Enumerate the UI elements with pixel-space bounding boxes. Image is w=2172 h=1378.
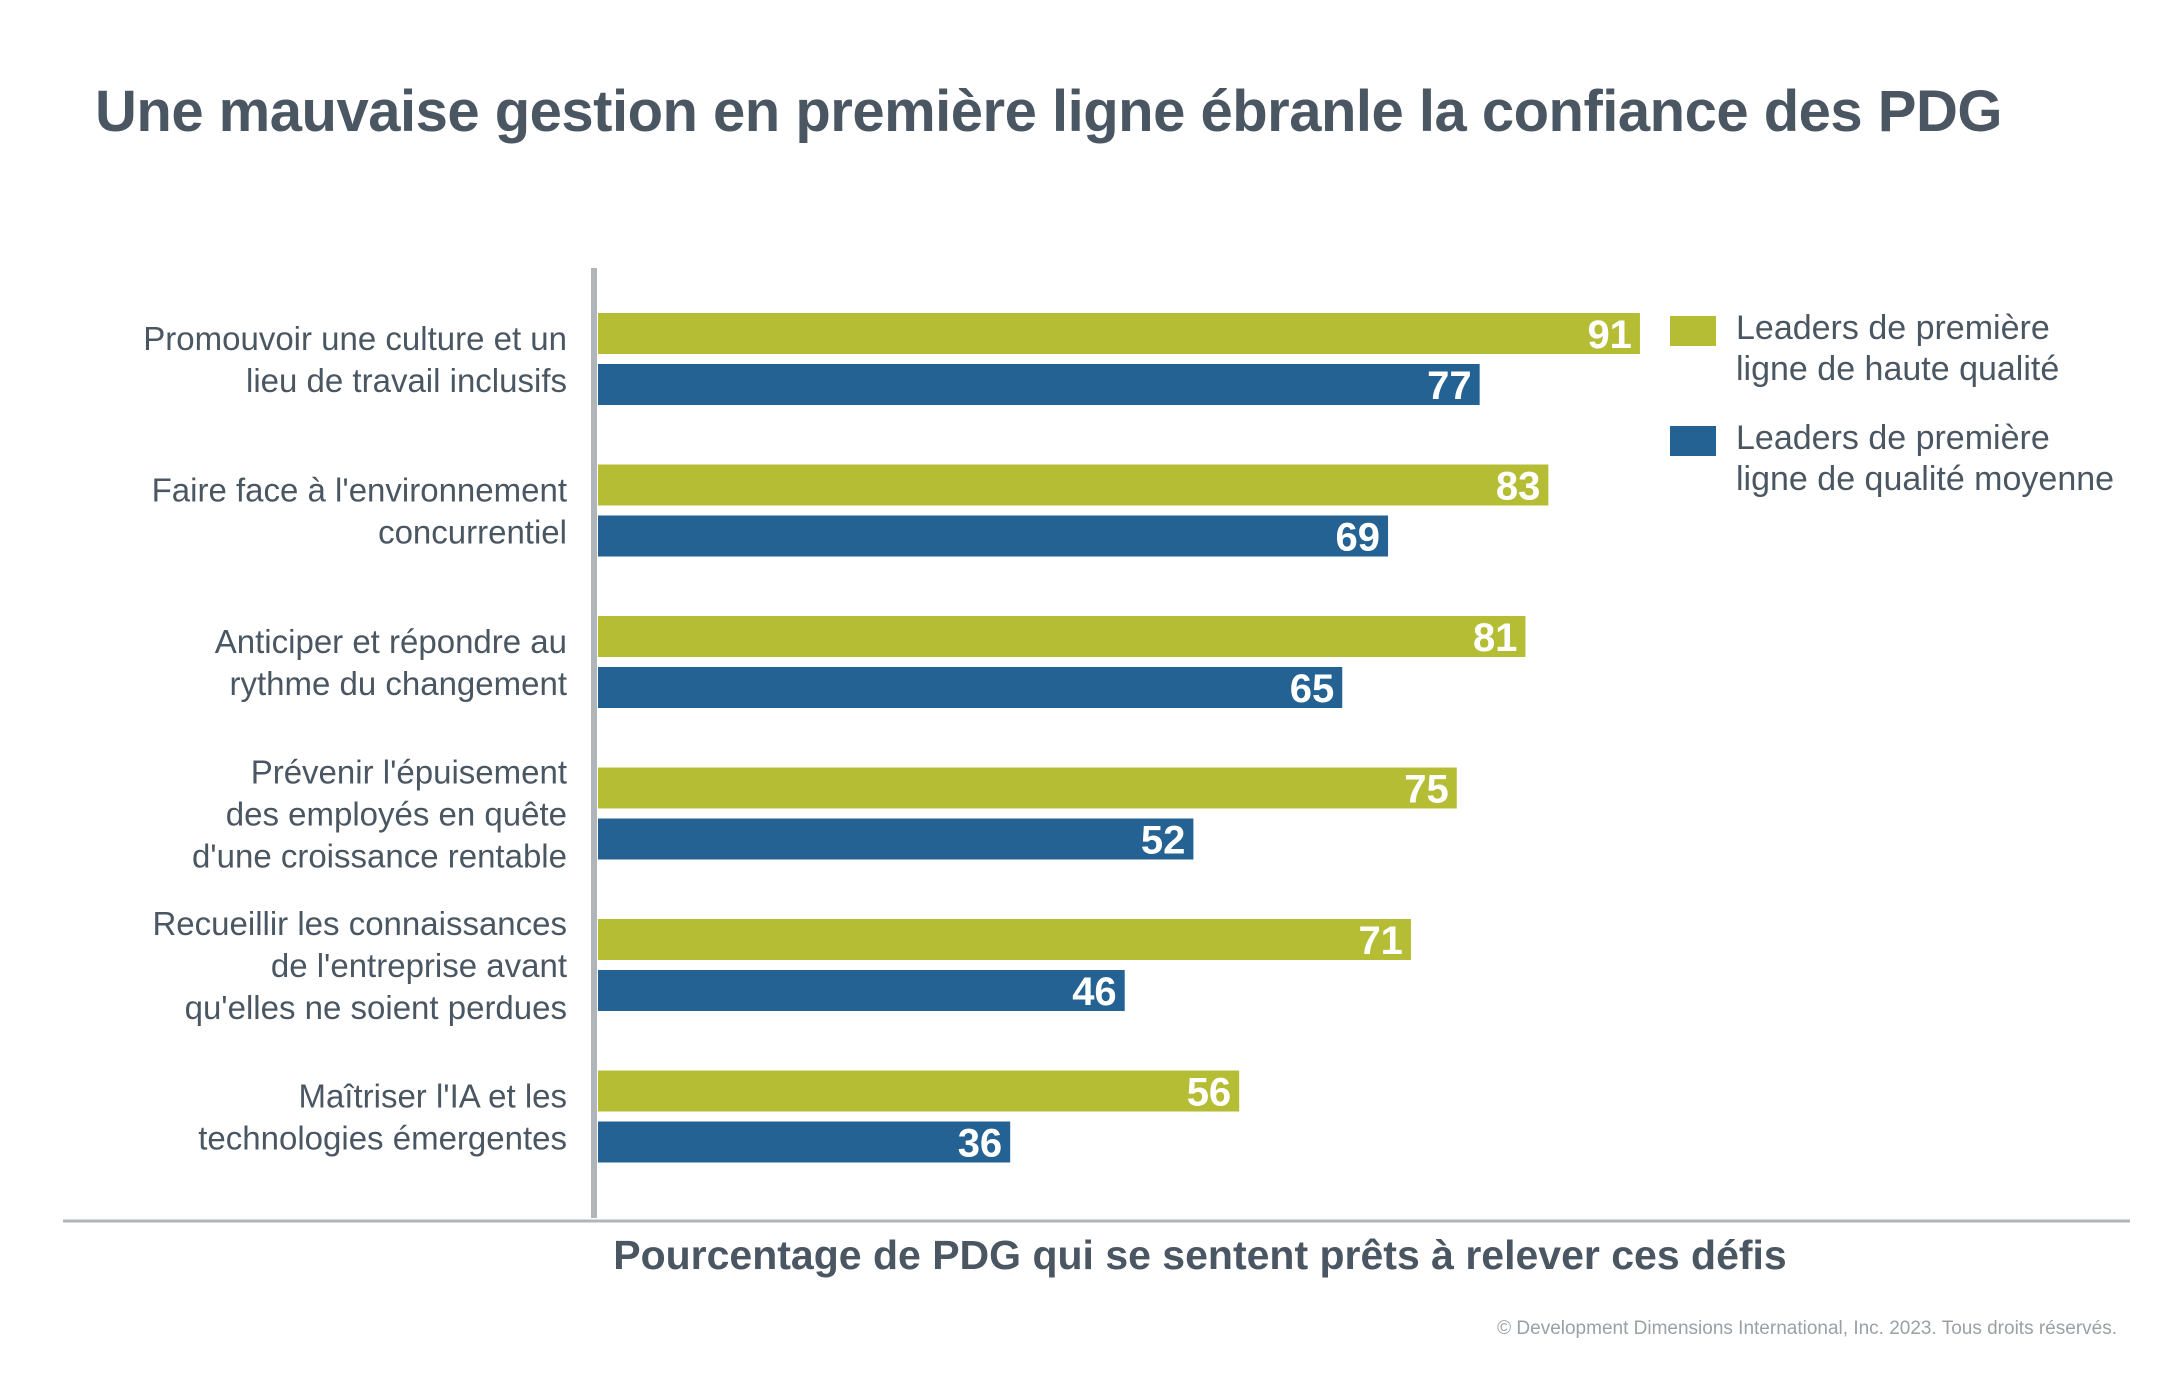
bar-high-quality-5 — [598, 1070, 1240, 1112]
category-label-line: concurrentiel — [378, 514, 567, 551]
data-label: 36 — [958, 1122, 1003, 1166]
data-label: 75 — [1404, 768, 1449, 812]
legend-swatch-average-quality — [1670, 426, 1716, 456]
legend-label-line: ligne de haute qualité — [1736, 350, 2060, 388]
category-label-line: Faire face à l'environnement — [152, 472, 567, 509]
x-axis-label: Pourcentage de PDG qui se sentent prêts … — [613, 1232, 1787, 1278]
bar-average-quality-2 — [598, 667, 1343, 708]
category-label-line: technologies émergentes — [198, 1120, 567, 1157]
data-label: 52 — [1141, 819, 1186, 863]
bars: 91 77 83 69 81 65 75 52 71 46 56 36 — [598, 313, 1640, 1166]
bar-average-quality-4 — [598, 970, 1125, 1011]
category-label-line: d'une croissance rentable — [192, 838, 567, 875]
category-label: Prévenir l'épuisement des employés en quê… — [192, 754, 567, 875]
copyright-notice: © Development Dimensions International, … — [1497, 1318, 2117, 1339]
category-label-line: Recueillir les connaissances — [152, 905, 567, 942]
data-label: 69 — [1336, 516, 1381, 560]
category-label-line: lieu de travail inclusifs — [246, 362, 567, 399]
category-label-line: qu'elles ne soient perdues — [185, 989, 567, 1026]
category-label: Anticiper et répondre au rythme du change… — [215, 623, 567, 702]
data-label: 46 — [1072, 970, 1117, 1014]
bar-average-quality-1 — [598, 515, 1389, 557]
data-label: 81 — [1473, 616, 1518, 660]
chart-title: Une mauvaise gestion en première ligne é… — [95, 79, 2002, 144]
category-label-line: des employés en quête — [226, 796, 567, 833]
legend-label-line: ligne de qualité moyenne — [1736, 460, 2115, 498]
legend-label-line: Leaders de première — [1736, 309, 2050, 347]
data-label: 83 — [1496, 465, 1541, 509]
bar-high-quality-2 — [598, 616, 1526, 657]
category-label-line: Maîtriser l'IA et les — [298, 1078, 567, 1115]
bar-average-quality-3 — [598, 818, 1194, 860]
category-label: Recueillir les connaissances de l'entrepr… — [152, 905, 567, 1026]
legend-label-average-quality: Leaders de première ligne de qualité moy… — [1736, 418, 2172, 500]
bar-average-quality-0 — [598, 364, 1480, 405]
bar-high-quality-1 — [598, 464, 1549, 506]
category-label-line: de l'entreprise avant — [271, 947, 567, 984]
bar-average-quality-5 — [598, 1121, 1011, 1163]
category-label: Promouvoir une culture et un lieu de trav… — [143, 320, 567, 399]
category-label: Maîtriser l'IA et les technologies émerge… — [198, 1078, 567, 1157]
data-label: 71 — [1358, 919, 1403, 963]
data-label: 56 — [1187, 1071, 1232, 1115]
data-label: 91 — [1587, 313, 1632, 357]
category-label-line: rythme du changement — [229, 665, 567, 702]
category-labels: Promouvoir une culture et un lieu de trav… — [143, 320, 567, 1157]
category-label-line: Promouvoir une culture et un — [143, 320, 567, 357]
legend-label-high-quality: Leaders de première ligne de haute quali… — [1736, 308, 2172, 390]
axes — [63, 268, 2130, 1223]
category-label-line: Anticiper et répondre au — [215, 623, 567, 660]
bar-high-quality-3 — [598, 767, 1457, 809]
bar-high-quality-0 — [598, 313, 1640, 354]
data-label: 65 — [1290, 667, 1335, 711]
legend-label-line: Leaders de première — [1736, 419, 2050, 457]
legend-swatch-high-quality — [1670, 316, 1716, 346]
bar-high-quality-4 — [598, 919, 1411, 960]
category-label-line: Prévenir l'épuisement — [251, 754, 567, 791]
data-label: 77 — [1427, 364, 1472, 408]
category-label: Faire face à l'environnement concurrentie… — [152, 472, 567, 551]
